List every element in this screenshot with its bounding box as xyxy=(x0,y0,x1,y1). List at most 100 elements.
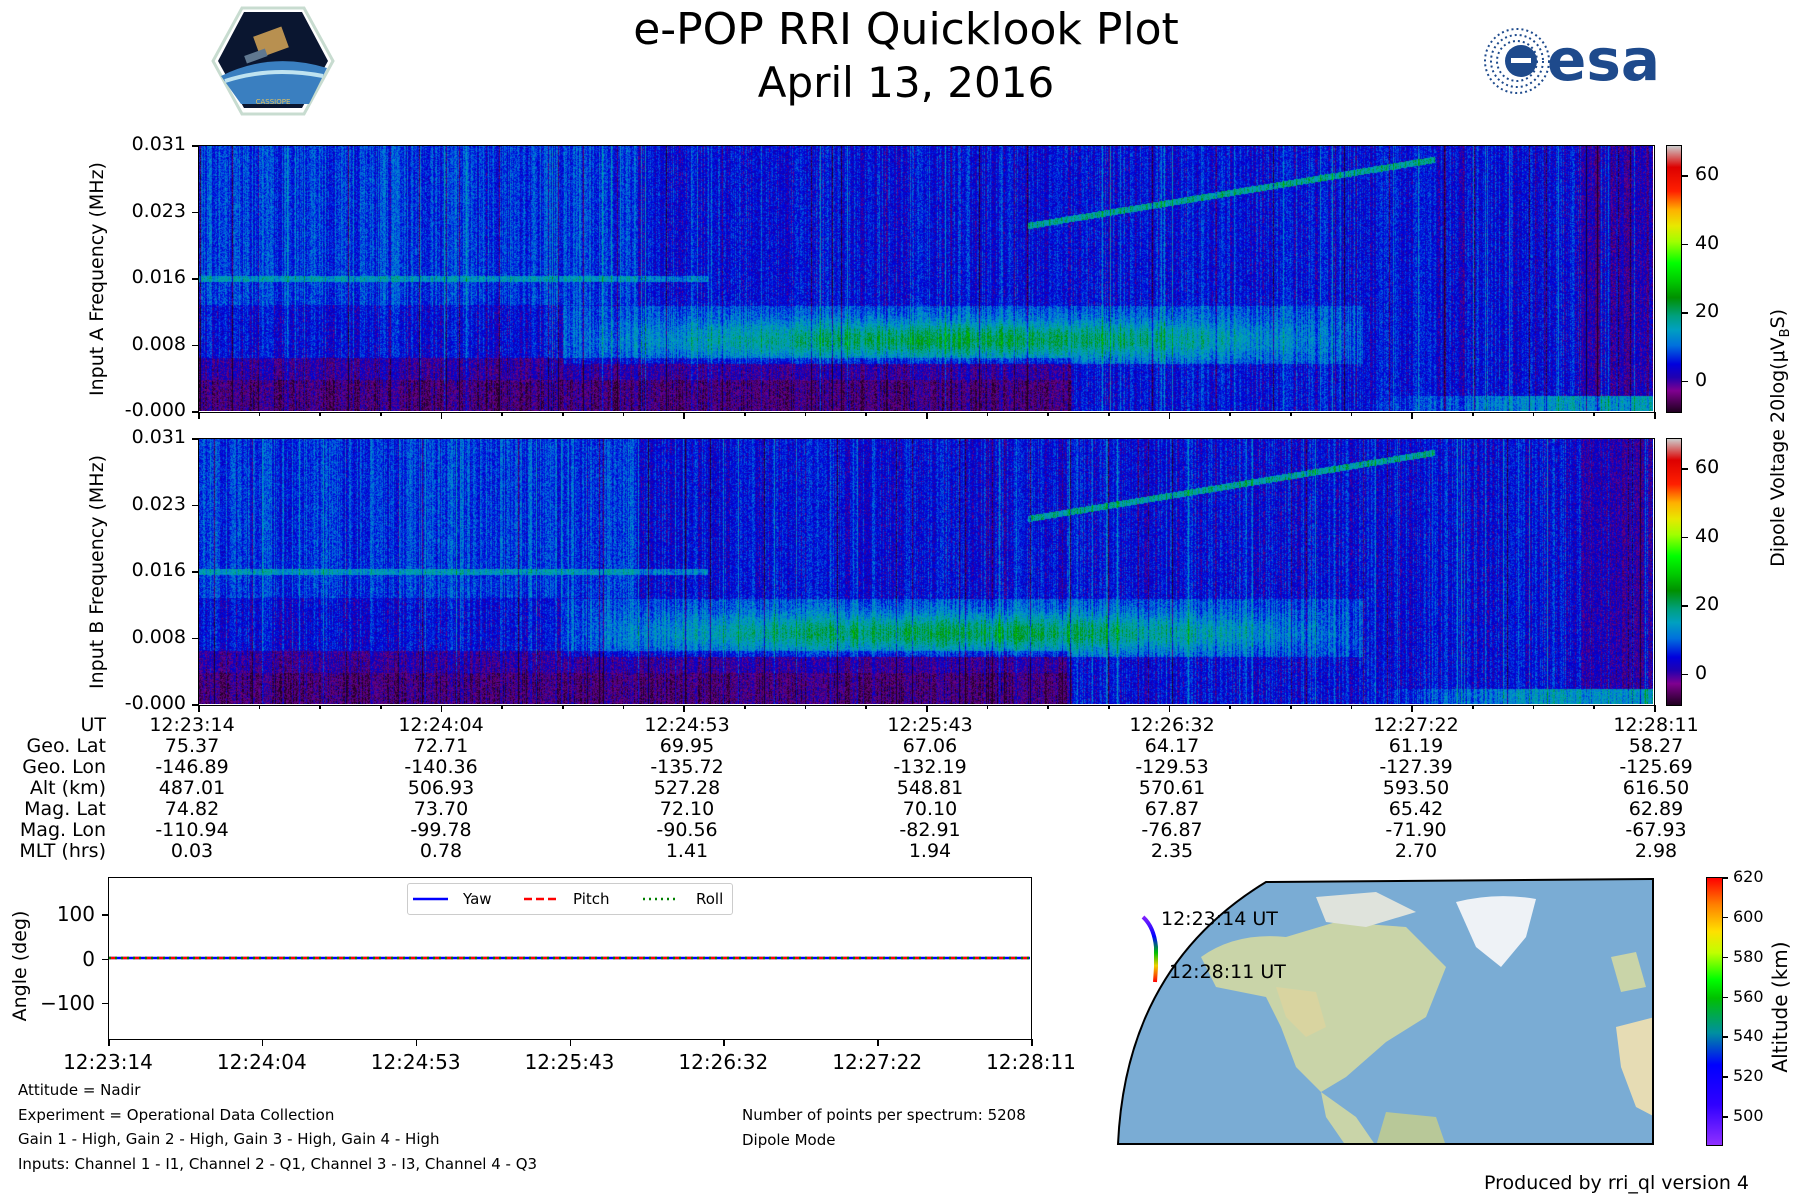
ephemeris-cell: 616.50 xyxy=(1622,777,1690,799)
ephemeris-cell: 61.19 xyxy=(1388,735,1444,757)
ephemeris-cell: -67.93 xyxy=(1625,819,1687,841)
colorbar-tick-label: 20 xyxy=(1695,593,1720,616)
xtick-mark xyxy=(501,412,503,416)
colorbar-input-a xyxy=(1666,145,1682,413)
ephemeris-cell: -71.90 xyxy=(1385,819,1447,841)
xtick-mark xyxy=(683,412,685,419)
xtick-mark xyxy=(986,705,989,709)
colorbar-tick-label: 0 xyxy=(1695,661,1708,684)
altitude-tick-mark xyxy=(1723,877,1728,879)
colorbar-tick-mark xyxy=(1682,605,1688,607)
legend-pitch: Pitch xyxy=(573,890,610,908)
attitude-xtick-mark xyxy=(569,1039,571,1046)
ytick-label: 0.031 xyxy=(131,426,186,448)
legend-roll: Roll xyxy=(696,890,724,908)
xtick-mark xyxy=(1593,412,1595,416)
xtick-mark xyxy=(198,412,200,419)
attitude-legend: Yaw Pitch Roll xyxy=(407,883,733,915)
xtick-mark xyxy=(440,412,443,419)
ephemeris-cell: 75.37 xyxy=(164,735,220,757)
attitude-xtick-label: 12:26:32 xyxy=(678,1050,769,1074)
ytick-mark xyxy=(192,571,198,573)
satellite-ground-track xyxy=(1141,915,1158,983)
attitude-ytick-label: 0 xyxy=(82,946,95,971)
attitude-xtick-mark xyxy=(723,1039,725,1046)
ephemeris-row-label: MLT (hrs) xyxy=(19,840,106,862)
xtick-mark xyxy=(1290,412,1292,416)
xtick-mark xyxy=(1593,705,1595,709)
ground-track-map: 12:23:14 UT 12:28:11 UT xyxy=(1116,877,1655,1146)
colorbar-tick-mark xyxy=(1682,312,1688,314)
xtick-mark xyxy=(683,705,685,712)
altitude-tick-mark xyxy=(1723,996,1728,999)
ephemeris-cell: 67.06 xyxy=(902,735,958,757)
ephemeris-cell: 62.89 xyxy=(1628,798,1684,820)
xtick-mark xyxy=(1411,412,1413,419)
colorbar-tick-mark xyxy=(1682,673,1688,676)
xtick-mark xyxy=(804,412,807,416)
altitude-tick-label: 500 xyxy=(1733,1106,1764,1126)
xtick-mark xyxy=(1168,705,1171,712)
xtick-mark xyxy=(926,705,928,712)
xtick-mark xyxy=(198,705,200,712)
altitude-tick-label: 620 xyxy=(1733,867,1764,886)
xtick-mark xyxy=(562,412,564,416)
ephemeris-cell: 72.71 xyxy=(413,735,469,757)
ytick-label: 0.023 xyxy=(131,199,186,222)
altitude-tick-label: 580 xyxy=(1733,946,1764,966)
ephemeris-cell: -110.94 xyxy=(155,819,229,841)
xtick-mark xyxy=(1532,412,1535,416)
colorbar-tick-label: 20 xyxy=(1695,300,1720,323)
ephemeris-cell: -135.72 xyxy=(650,756,724,778)
ephemeris-cell: -146.89 xyxy=(155,756,229,778)
xtick-mark xyxy=(1472,412,1474,416)
ytick-mark xyxy=(192,704,198,706)
colorbar-tick-mark xyxy=(1682,536,1688,539)
xtick-mark xyxy=(1168,412,1171,419)
attitude-xtick-label: 12:27:22 xyxy=(832,1050,923,1074)
altitude-colorbar-label: Altitude (km) xyxy=(1768,941,1792,1073)
spectrogram-input-a xyxy=(198,145,1655,413)
colorbar-tick-label: 60 xyxy=(1695,456,1720,479)
attitude-ytick-mark xyxy=(102,958,108,960)
ephemeris-cell: -125.69 xyxy=(1619,756,1693,778)
xtick-mark xyxy=(380,412,382,416)
colorbar-label-sub: B xyxy=(1777,328,1793,338)
xtick-mark xyxy=(562,705,564,709)
ephemeris-cell: 72.10 xyxy=(659,798,715,820)
ytick-label: -0.000 xyxy=(124,399,186,421)
ephemeris-cell: 548.81 xyxy=(896,777,964,799)
xtick-mark xyxy=(1108,705,1110,709)
ephemeris-row-label: Geo. Lon xyxy=(22,756,106,778)
xtick-mark xyxy=(622,412,625,416)
ytick-label: 0.016 xyxy=(131,559,186,581)
track-end-label: 12:28:11 UT xyxy=(1169,961,1286,983)
ytick-label: 0.016 xyxy=(131,266,186,288)
colorbar-tick-mark xyxy=(1682,243,1688,246)
ephemeris-cell: -76.87 xyxy=(1141,819,1203,841)
produced-by: Produced by rri_ql version 4 xyxy=(1484,1172,1749,1194)
xtick-mark xyxy=(1472,705,1474,709)
ephemeris-cell: -90.56 xyxy=(656,819,718,841)
ephemeris-cell: -127.39 xyxy=(1379,756,1453,778)
altitude-tick-label: 600 xyxy=(1733,906,1764,926)
xtick-mark xyxy=(1532,705,1535,709)
attitude-xtick-label: 12:25:43 xyxy=(524,1050,615,1074)
xtick-mark xyxy=(1654,705,1656,712)
cassiope-logo: CASSIOPE xyxy=(211,6,335,116)
attitude-ytick-mark xyxy=(102,914,108,916)
attitude-xtick-mark xyxy=(108,1039,110,1046)
ytick-label: 0.031 xyxy=(131,133,186,155)
ephemeris-cell: 70.10 xyxy=(902,798,958,820)
ytick-mark xyxy=(192,145,198,147)
colorbar-tick-mark xyxy=(1682,380,1688,383)
ephemeris-cell: 12:28:11 xyxy=(1613,714,1699,736)
altitude-tick-mark xyxy=(1723,1076,1728,1078)
ephemeris-row-label: Mag. Lat xyxy=(24,798,106,820)
attitude-ytick-label: −100 xyxy=(40,990,95,1015)
ephemeris-cell: 12:25:43 xyxy=(887,714,973,736)
attitude-xtick-mark xyxy=(1031,1039,1033,1046)
xtick-mark xyxy=(1654,412,1656,419)
colorbar-tick-label: 40 xyxy=(1695,524,1720,547)
